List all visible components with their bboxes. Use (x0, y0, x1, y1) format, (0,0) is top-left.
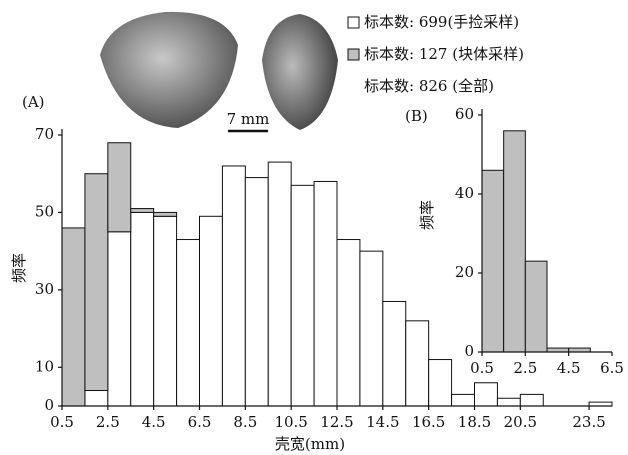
panel-label: (A) (22, 93, 45, 111)
bar (154, 212, 177, 216)
x-tick-label: 0.5 (50, 413, 74, 431)
x-tick-label: 8.5 (233, 413, 257, 431)
x-tick-label: 4.5 (142, 413, 166, 431)
y-tick-label: 30 (35, 280, 54, 298)
bar (406, 321, 429, 406)
y-tick-label: 20 (455, 263, 474, 281)
y-axis-label: 频率 (10, 253, 28, 283)
x-tick-label: 0.5 (470, 359, 494, 377)
x-tick-label: 4.5 (557, 359, 581, 377)
legend-label: 标本数: 699(手捡采样) (364, 13, 519, 31)
bar (245, 178, 268, 406)
y-tick-label: 60 (455, 105, 474, 123)
bar (291, 185, 314, 406)
bar (62, 228, 85, 406)
bar (452, 394, 475, 406)
bar (383, 301, 406, 406)
chart: 7 mm 标本数: 699(手捡采样) 标本数: 127 (块体采样) 标本数:… (0, 0, 628, 455)
x-tick-label: 16.5 (412, 413, 445, 431)
y-tick-label: 10 (35, 357, 54, 375)
bar (222, 166, 245, 406)
bar (314, 181, 337, 406)
bar (131, 212, 154, 406)
bar (429, 360, 452, 406)
x-tick-label: 18.5 (458, 413, 491, 431)
bar (85, 391, 108, 406)
bar (497, 398, 520, 406)
y-tick-label: 40 (455, 184, 474, 202)
bar (360, 251, 383, 406)
bar (504, 131, 526, 352)
y-tick-label: 0 (44, 396, 54, 414)
legend-swatch (348, 49, 359, 60)
y-tick-label: 50 (35, 202, 54, 220)
bar (337, 240, 360, 406)
x-tick-label: 6.5 (600, 359, 624, 377)
bar (525, 261, 547, 352)
y-axis-label: 频率 (418, 200, 436, 230)
fossil-photos (100, 12, 338, 131)
y-tick-label: 0 (464, 342, 474, 360)
x-tick-label: 6.5 (188, 413, 212, 431)
bar (520, 394, 543, 406)
legend: 标本数: 699(手捡采样) 标本数: 127 (块体采样) 标本数: 826 … (348, 13, 524, 95)
bar (475, 383, 498, 406)
x-tick-label: 14.5 (366, 413, 399, 431)
x-tick-label: 10.5 (274, 413, 307, 431)
bar (482, 170, 504, 352)
bar (108, 232, 131, 406)
bar (268, 162, 291, 406)
x-tick-label: 20.5 (504, 413, 537, 431)
x-tick-label: 23.5 (572, 413, 605, 431)
bar (154, 216, 177, 406)
x-axis-label: 壳宽(mm) (275, 435, 345, 453)
total-label: 标本数: 826 (全部) (364, 77, 494, 95)
bar (85, 174, 108, 391)
bar (108, 143, 131, 232)
legend-label: 标本数: 127 (块体采样) (364, 45, 524, 63)
x-tick-label: 2.5 (96, 413, 120, 431)
bar (131, 209, 154, 213)
scale-label: 7 mm (227, 110, 270, 128)
y-tick-label: 70 (35, 125, 54, 143)
x-tick-label: 12.5 (320, 413, 353, 431)
x-tick-label: 2.5 (513, 359, 537, 377)
legend-swatch (348, 17, 359, 28)
bar (200, 216, 223, 406)
bar (177, 240, 200, 406)
panel-label: (B) (405, 107, 428, 125)
